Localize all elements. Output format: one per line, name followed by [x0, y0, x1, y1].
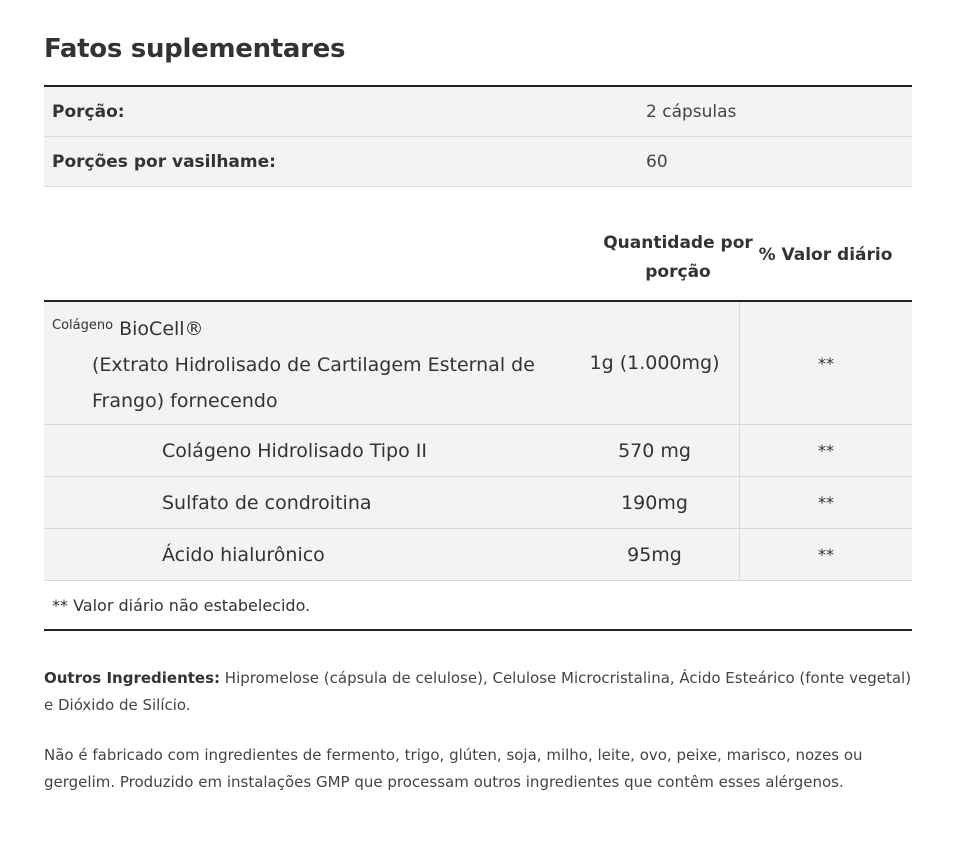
- other-ingredients-text: Hipromelose (cápsula de celulose), Celul…: [44, 669, 912, 714]
- amount-header: Quantidade por porção: [603, 233, 753, 282]
- table-row: Colágeno Hidrolisado Tipo II 570 mg **: [44, 424, 912, 477]
- ingredient-dv: **: [739, 528, 912, 581]
- serving-size-value: 2 cápsulas: [646, 101, 737, 122]
- footnote: ** Valor diário não estabelecido.: [44, 583, 912, 631]
- ingredient-dv: **: [739, 476, 912, 529]
- ingredient-amount: 95mg: [570, 528, 740, 581]
- servings-per-container-row: Porções por vasilhame: 60: [44, 137, 912, 187]
- ingredient-amount: 570 mg: [570, 424, 740, 477]
- servings-per-container-value: 60: [646, 151, 668, 172]
- ingredient-name: Sulfato de condroitina: [44, 476, 570, 529]
- ingredient-description: (Extrato Hidrolisado de Cartilagem Ester…: [92, 353, 535, 412]
- allergen-statement: Não é fabricado com ingredientes de ferm…: [44, 746, 863, 791]
- ingredient-amount: 1g (1.000mg): [570, 302, 740, 425]
- ingredient-brand: BioCell®: [119, 317, 204, 340]
- other-ingredients: Outros Ingredientes: Hipromelose (cápsul…: [44, 665, 912, 719]
- ingredient-name: Colágeno Hidrolisado Tipo II: [44, 424, 570, 477]
- serving-info: Porção: 2 cápsulas Porções por vasilhame…: [44, 85, 912, 187]
- other-ingredients-label: Outros Ingredientes:: [44, 669, 221, 687]
- ingredient-name: Ácido hialurônico: [44, 528, 570, 581]
- ingredient-prefix: Colágeno: [52, 317, 114, 333]
- ingredient-amount: 190mg: [570, 476, 740, 529]
- daily-value-header: % Valor diário: [758, 245, 893, 265]
- servings-per-container-label: Porções por vasilhame:: [52, 151, 276, 172]
- ingredient-dv: **: [739, 424, 912, 477]
- table-header: Quantidade por porção % Valor diário: [44, 215, 912, 303]
- ingredient-dv: **: [739, 302, 912, 425]
- serving-size-row: Porção: 2 cápsulas: [44, 87, 912, 137]
- page-title: Fatos suplementares: [44, 34, 346, 64]
- ingredient-name: Colágeno BioCell® (Extrato Hidrolisado d…: [44, 302, 570, 425]
- table-row: Colágeno BioCell® (Extrato Hidrolisado d…: [44, 302, 912, 425]
- ingredients-table: Colágeno BioCell® (Extrato Hidrolisado d…: [44, 302, 912, 581]
- table-row: Ácido hialurônico 95mg **: [44, 528, 912, 581]
- table-row: Sulfato de condroitina 190mg **: [44, 476, 912, 529]
- serving-size-label: Porção:: [52, 101, 125, 122]
